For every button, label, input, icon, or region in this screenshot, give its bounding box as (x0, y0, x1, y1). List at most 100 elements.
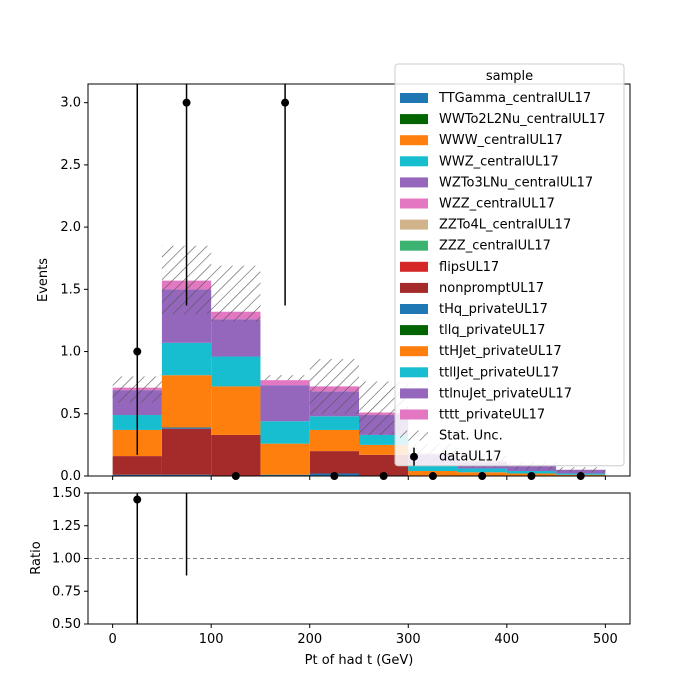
legend-label: dataUL17 (439, 450, 502, 465)
bar-segment-ttlnuJet_privateUL17 (260, 385, 310, 422)
bar-segment-tHq_privateUL17 (161, 427, 212, 429)
legend-swatch (400, 346, 428, 357)
data-point (182, 98, 191, 107)
bar-segment-TTGamma_centralUL17 (112, 474, 162, 476)
ratio-axes-frame (87, 492, 631, 625)
legend-swatch (400, 156, 428, 167)
y-tick-label: 2.5 (60, 158, 81, 173)
ratio-y-tick-label: 0.50 (52, 617, 81, 632)
bar-segment-ttllJet_privateUL17 (457, 468, 507, 473)
legend-label: ZZZ_centralUL17 (439, 239, 551, 254)
legend-swatch (400, 282, 428, 293)
bar-segment-ttHJet_privateUL17 (359, 444, 409, 455)
stat-unc-band (211, 265, 261, 322)
bar-segment-nonpromptUL17 (211, 434, 261, 476)
legend-swatch (400, 135, 428, 146)
ratio-y-ticks: 0.50 0.75 1.00 1.25 1.50 (52, 486, 88, 632)
legend-data-marker (410, 452, 418, 461)
bar-segment-nonpromptUL17 (161, 428, 212, 475)
legend-swatch (400, 261, 428, 272)
legend-label: WZZ_centralUL17 (439, 197, 555, 212)
legend-swatch (400, 219, 428, 230)
bar-segment-ttllJet_privateUL17 (211, 356, 261, 387)
legend-label: WWW_centralUL17 (439, 133, 563, 148)
legend-swatch (400, 367, 428, 378)
data-points (133, 84, 585, 480)
legend-label: ZZTo4L_centralUL17 (439, 218, 571, 233)
legend-swatch (400, 409, 428, 420)
main-axes-frame (87, 83, 631, 477)
y-tick-label: 2.0 (60, 220, 81, 235)
bar-segment-ttHJet_privateUL17 (309, 429, 359, 452)
main-x-ticks (112, 476, 606, 480)
legend-box (394, 63, 625, 467)
legend-label: flipsUL17 (439, 260, 499, 275)
legend-title: sample (486, 69, 533, 84)
stat-unc-band (260, 375, 310, 381)
legend-label: tllq_privateUL17 (439, 323, 545, 338)
legend-label: ttHJet_privateUL17 (439, 344, 562, 359)
bar-segment-ttllJet_privateUL17 (408, 464, 458, 472)
ratio-points (133, 493, 188, 624)
stat-unc-band (556, 467, 606, 473)
data-point (281, 98, 290, 107)
legend-label: nonpromptUL17 (439, 281, 544, 296)
bar-segment-ttHJet_privateUL17 (211, 386, 261, 435)
x-tick-label: 500 (593, 632, 618, 647)
y-tick-label: 3.0 (60, 96, 81, 111)
x-axis-label: Pt of had t (GeV) (305, 653, 414, 668)
legend-swatch (400, 304, 428, 314)
ratio-point (133, 495, 142, 504)
bar-segment-tHq_privateUL17 (260, 474, 310, 476)
legend-swatch (400, 388, 428, 399)
x-tick-label: 200 (297, 632, 322, 647)
y-tick-label: 1.5 (60, 282, 81, 297)
y-tick-label: 0.0 (60, 469, 81, 484)
bar-segment-ttlnuJet_privateUL17 (211, 319, 261, 357)
data-point (133, 347, 142, 356)
legend-swatch (400, 177, 428, 188)
legend-label: WWZ_centralUL17 (439, 154, 559, 169)
legend-label: ttllJet_privateUL17 (439, 365, 559, 380)
bar-segment-ttHJet_privateUL17 (260, 443, 310, 475)
legend-label: TTGamma_centralUL17 (438, 91, 591, 106)
x-tick-label: 0 (108, 632, 116, 647)
x-tick-label: 400 (494, 632, 519, 647)
bar-segment-ttllJet_privateUL17 (359, 434, 409, 445)
legend-label: tHq_privateUL17 (439, 302, 548, 317)
y-tick-label: 0.5 (60, 407, 81, 422)
legend-swatch (400, 240, 428, 251)
bar-segment-nonpromptUL17 (112, 456, 162, 475)
legend-label: Stat. Unc. (439, 429, 503, 444)
ratio-x-ticks: 0 100 200 300 400 500 (108, 624, 618, 647)
legend: sample TTGamma_centralUL17 WWTo2L2Nu_centr… (394, 63, 625, 467)
ratio-y-tick-label: 1.50 (52, 486, 81, 501)
ratio-y-tick-label: 1.25 (52, 519, 81, 534)
ratio-y-axis-label: Ratio (29, 541, 44, 574)
main-y-ticks: 0.0 0.5 1.0 1.5 2.0 2.5 3.0 (60, 96, 88, 484)
legend-swatch (400, 114, 428, 125)
legend-swatch (400, 198, 428, 209)
y-tick-label: 1.0 (60, 345, 81, 360)
legend-label: ttlnuJet_privateUL17 (439, 386, 572, 401)
legend-swatch (400, 325, 428, 336)
bar-segment-nonpromptUL17 (309, 451, 359, 474)
bar-segment-ttHJet_privateUL17 (161, 375, 212, 428)
ratio-panel: 0.50 0.75 1.00 1.25 1.50 0 100 200 300 400 500 Ra… (29, 486, 631, 668)
ratio-y-tick-label: 0.75 (52, 584, 81, 599)
ratio-y-tick-label: 1.00 (52, 552, 81, 567)
bar-segment-ttllJet_privateUL17 (309, 416, 359, 430)
x-tick-label: 100 (199, 632, 224, 647)
stat-unc-band (309, 359, 359, 414)
bar-segment-tttt_privateUL17 (260, 380, 310, 386)
bar-segment-TTGamma_centralUL17 (161, 474, 212, 476)
main-y-axis-label: Events (36, 258, 51, 302)
legend-label: tttt_privateUL17 (439, 408, 545, 423)
legend-label: WZTo3LNu_centralUL17 (439, 175, 593, 190)
x-tick-label: 300 (396, 632, 421, 647)
legend-swatch-stat-unc (400, 430, 428, 441)
legend-swatch (400, 93, 428, 103)
bar-segment-ttllJet_privateUL17 (260, 421, 310, 444)
bar-segment-ttllJet_privateUL17 (161, 342, 212, 376)
